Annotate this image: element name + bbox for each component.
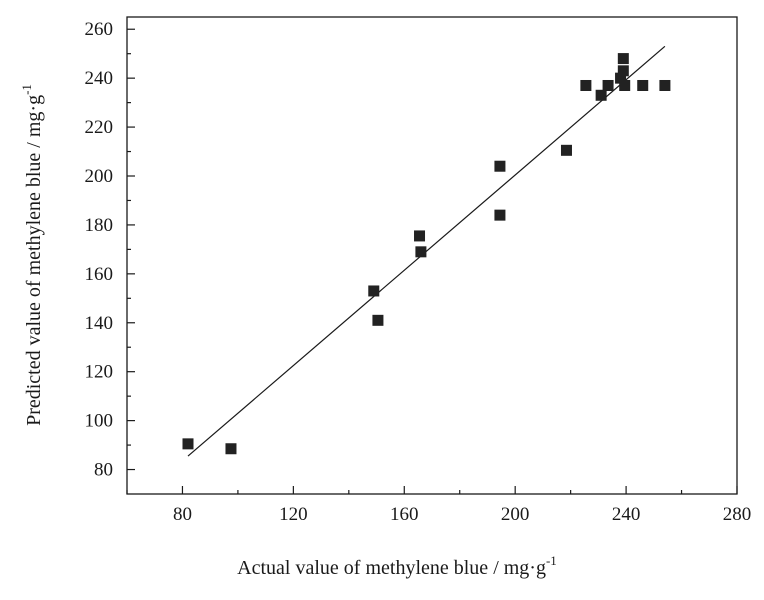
x-axis: 80 120 160 200 240 280 xyxy=(126,486,752,525)
x-tick-label-200: 200 xyxy=(501,504,530,525)
y-tick-label-140: 140 xyxy=(85,313,114,334)
y-tick-label-220: 220 xyxy=(85,117,114,138)
data-point-12 xyxy=(602,79,614,91)
data-point-14 xyxy=(617,53,629,65)
data-point-15 xyxy=(617,65,629,77)
plot-frame xyxy=(126,16,738,495)
x-axis-title-superscript: -1 xyxy=(546,553,557,568)
data-point-10 xyxy=(580,79,592,91)
y-tick-label-100: 100 xyxy=(85,411,114,432)
data-point-18 xyxy=(659,79,671,91)
data-point-5 xyxy=(414,230,426,242)
data-points xyxy=(182,53,671,455)
data-point-7 xyxy=(494,160,506,172)
y-tick-label-240: 240 xyxy=(85,68,114,89)
y-tick-label-80: 80 xyxy=(94,460,113,481)
x-tick-label-160: 160 xyxy=(390,504,419,525)
y-tick-label-180: 180 xyxy=(85,215,114,236)
data-point-11 xyxy=(595,89,607,101)
x-tick-label-120: 120 xyxy=(279,504,308,525)
y-tick-label-160: 160 xyxy=(85,264,114,285)
data-point-2 xyxy=(225,443,237,455)
x-tick-label-80: 80 xyxy=(173,504,192,525)
data-point-17 xyxy=(637,79,649,91)
data-point-9 xyxy=(560,144,572,156)
x-axis-title: Actual value of methylene blue / mg·g-1 xyxy=(237,553,557,579)
y-axis: 80 100 120 140 160 180 200 220 240 260 xyxy=(85,19,135,481)
y-tick-label-120: 120 xyxy=(85,362,114,383)
data-point-13 xyxy=(615,72,627,84)
y-tick-label-260: 260 xyxy=(85,19,114,40)
x-axis-title-text: Actual value of methylene blue / mg·g xyxy=(237,557,546,579)
data-point-4 xyxy=(372,314,384,326)
x-tick-label-240: 240 xyxy=(612,504,641,525)
data-point-16 xyxy=(619,79,631,91)
data-point-8 xyxy=(494,209,506,221)
y-axis-title: Predicted value of methylene blue / mg·g… xyxy=(19,84,45,426)
fit-line xyxy=(187,45,666,457)
data-point-1 xyxy=(182,438,194,450)
y-axis-title-text: Predicted value of methylene blue / mg·g xyxy=(23,95,45,426)
y-tick-label-200: 200 xyxy=(85,166,114,187)
y-axis-title-superscript: -1 xyxy=(19,84,34,95)
data-point-6 xyxy=(415,246,427,258)
data-point-3 xyxy=(368,285,380,297)
x-tick-label-280: 280 xyxy=(723,504,752,525)
